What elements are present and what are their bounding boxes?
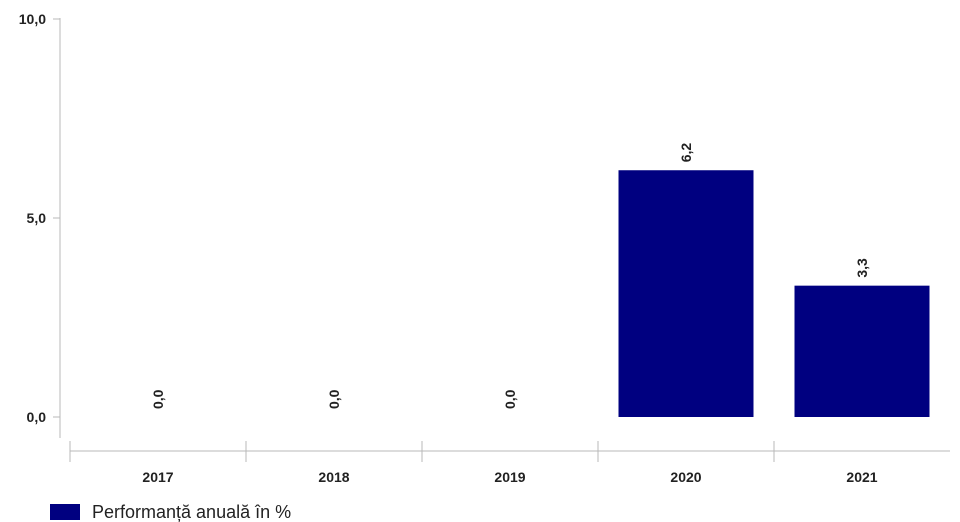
data-label: 0,0 <box>326 389 342 409</box>
data-label: 3,3 <box>854 258 870 278</box>
x-tick-label: 2017 <box>142 469 173 485</box>
y-axis: 0,0 5,0 10,0 <box>19 11 61 438</box>
x-tick-label: 2019 <box>494 469 525 485</box>
x-axis: 2017 2018 2019 2020 2021 <box>69 441 950 485</box>
y-tick-label: 0,0 <box>27 409 47 425</box>
legend-swatch <box>50 504 80 520</box>
x-tick-label: 2021 <box>846 469 877 485</box>
y-tick-label: 5,0 <box>27 210 47 226</box>
x-tick-label: 2018 <box>318 469 349 485</box>
data-label: 0,0 <box>150 389 166 409</box>
data-label: 6,2 <box>678 143 694 163</box>
data-label: 0,0 <box>502 389 518 409</box>
data-labels: 0,0 0,0 0,0 6,2 3,3 <box>150 143 870 409</box>
legend: Performanță anuală în % <box>50 502 291 522</box>
bar-series <box>618 170 930 417</box>
legend-label: Performanță anuală în % <box>92 502 292 522</box>
bar <box>618 170 754 417</box>
y-tick-label: 10,0 <box>19 11 46 27</box>
bar <box>794 285 930 417</box>
x-tick-label: 2020 <box>670 469 701 485</box>
chart-plot-area: 0,05,010,0 2017 2018 2019 2020 2021 0,0 0,0 0,… <box>19 11 950 485</box>
